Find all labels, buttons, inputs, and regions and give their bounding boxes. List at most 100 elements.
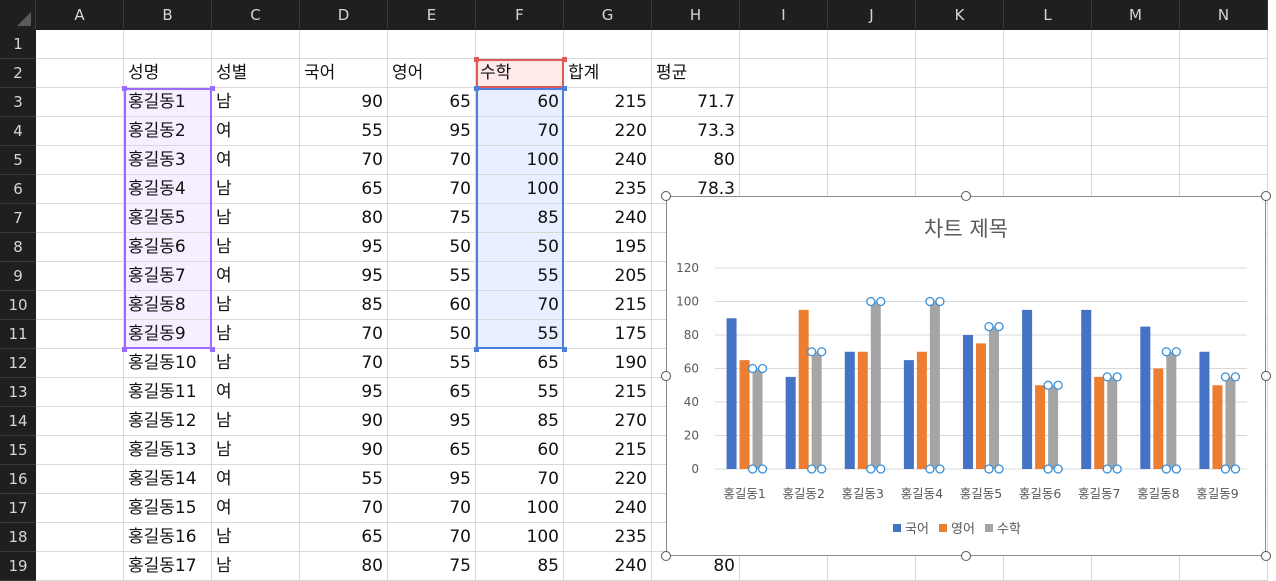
cell-f8[interactable]: 50 — [476, 233, 564, 262]
cell-g12[interactable]: 190 — [564, 349, 652, 378]
range-selection-names-handle-1[interactable] — [209, 85, 215, 91]
cell-b15[interactable]: 홍길동13 — [124, 436, 212, 465]
cell-e5[interactable]: 70 — [388, 146, 476, 175]
cell-c13[interactable]: 여 — [212, 378, 300, 407]
row-header-5[interactable]: 5 — [0, 146, 36, 175]
cell-e11[interactable]: 50 — [388, 320, 476, 349]
cell-e10[interactable]: 60 — [388, 291, 476, 320]
cell-k1[interactable] — [916, 30, 1004, 59]
cell-g8[interactable]: 195 — [564, 233, 652, 262]
cell-c12[interactable]: 남 — [212, 349, 300, 378]
column-header-g[interactable]: G — [564, 0, 652, 30]
column-header-k[interactable]: K — [916, 0, 1004, 30]
cell-d1[interactable] — [300, 30, 388, 59]
cell-f19[interactable]: 85 — [476, 552, 564, 581]
cell-f18[interactable]: 100 — [476, 523, 564, 552]
column-header-e[interactable]: E — [388, 0, 476, 30]
cell-d10[interactable]: 85 — [300, 291, 388, 320]
cell-c14[interactable]: 남 — [212, 407, 300, 436]
cell-l5[interactable] — [1004, 146, 1092, 175]
range-selection-values-handle-2[interactable] — [473, 346, 479, 352]
cell-d16[interactable]: 55 — [300, 465, 388, 494]
cell-f16[interactable]: 70 — [476, 465, 564, 494]
cell-g13[interactable]: 215 — [564, 378, 652, 407]
cell-b8[interactable]: 홍길동6 — [124, 233, 212, 262]
row-header-12[interactable]: 12 — [0, 349, 36, 378]
column-header-j[interactable]: J — [828, 0, 916, 30]
cell-b19[interactable]: 홍길동17 — [124, 552, 212, 581]
select-all-corner[interactable] — [0, 0, 36, 30]
range-selection-values-handle-3[interactable] — [561, 346, 567, 352]
cell-d13[interactable]: 95 — [300, 378, 388, 407]
cell-c2[interactable]: 성별 — [212, 59, 300, 88]
cell-f12[interactable]: 65 — [476, 349, 564, 378]
cell-m1[interactable] — [1092, 30, 1180, 59]
cell-j5[interactable] — [828, 146, 916, 175]
cell-g15[interactable]: 215 — [564, 436, 652, 465]
cell-d5[interactable]: 70 — [300, 146, 388, 175]
cell-b14[interactable]: 홍길동12 — [124, 407, 212, 436]
row-header-10[interactable]: 10 — [0, 291, 36, 320]
cell-g5[interactable]: 240 — [564, 146, 652, 175]
range-selection-names-handle-0[interactable] — [121, 85, 127, 91]
cell-a11[interactable] — [36, 320, 124, 349]
cell-f2[interactable]: 수학 — [476, 59, 564, 88]
cell-n1[interactable] — [1180, 30, 1268, 59]
cell-c9[interactable]: 여 — [212, 262, 300, 291]
cell-e4[interactable]: 95 — [388, 117, 476, 146]
cell-d14[interactable]: 90 — [300, 407, 388, 436]
cell-e17[interactable]: 70 — [388, 494, 476, 523]
cell-d7[interactable]: 80 — [300, 204, 388, 233]
cell-h3[interactable]: 71.7 — [652, 88, 740, 117]
cell-b16[interactable]: 홍길동14 — [124, 465, 212, 494]
column-header-c[interactable]: C — [212, 0, 300, 30]
chart-resize-handle-0[interactable] — [661, 191, 671, 201]
cell-j1[interactable] — [828, 30, 916, 59]
cell-b9[interactable]: 홍길동7 — [124, 262, 212, 291]
cell-b5[interactable]: 홍길동3 — [124, 146, 212, 175]
cell-f5[interactable]: 100 — [476, 146, 564, 175]
cell-f13[interactable]: 55 — [476, 378, 564, 407]
cell-a1[interactable] — [36, 30, 124, 59]
cell-i5[interactable] — [740, 146, 828, 175]
cell-l1[interactable] — [1004, 30, 1092, 59]
cell-e8[interactable]: 50 — [388, 233, 476, 262]
column-header-m[interactable]: M — [1092, 0, 1180, 30]
cell-f6[interactable]: 100 — [476, 175, 564, 204]
cell-g11[interactable]: 175 — [564, 320, 652, 349]
cell-f17[interactable]: 100 — [476, 494, 564, 523]
chart-resize-handle-2[interactable] — [1261, 191, 1271, 201]
cell-n5[interactable] — [1180, 146, 1268, 175]
cell-g2[interactable]: 합계 — [564, 59, 652, 88]
range-selection-values-handle-1[interactable] — [561, 85, 567, 91]
cell-k4[interactable] — [916, 117, 1004, 146]
cell-n3[interactable] — [1180, 88, 1268, 117]
cell-d17[interactable]: 70 — [300, 494, 388, 523]
cell-g10[interactable]: 215 — [564, 291, 652, 320]
cell-k3[interactable] — [916, 88, 1004, 117]
column-header-a[interactable]: A — [36, 0, 124, 30]
cell-c1[interactable] — [212, 30, 300, 59]
cell-a10[interactable] — [36, 291, 124, 320]
cell-b4[interactable]: 홍길동2 — [124, 117, 212, 146]
row-header-1[interactable]: 1 — [0, 30, 36, 59]
cell-d9[interactable]: 95 — [300, 262, 388, 291]
cell-a13[interactable] — [36, 378, 124, 407]
cell-e7[interactable]: 75 — [388, 204, 476, 233]
cell-k2[interactable] — [916, 59, 1004, 88]
cell-g14[interactable]: 270 — [564, 407, 652, 436]
cell-f1[interactable] — [476, 30, 564, 59]
cell-g3[interactable]: 215 — [564, 88, 652, 117]
cell-f10[interactable]: 70 — [476, 291, 564, 320]
cell-j3[interactable] — [828, 88, 916, 117]
cell-c4[interactable]: 여 — [212, 117, 300, 146]
cell-a19[interactable] — [36, 552, 124, 581]
cell-c11[interactable]: 남 — [212, 320, 300, 349]
row-header-3[interactable]: 3 — [0, 88, 36, 117]
column-header-n[interactable]: N — [1180, 0, 1268, 30]
column-header-l[interactable]: L — [1004, 0, 1092, 30]
cell-f9[interactable]: 55 — [476, 262, 564, 291]
cell-a18[interactable] — [36, 523, 124, 552]
cell-g1[interactable] — [564, 30, 652, 59]
row-header-18[interactable]: 18 — [0, 523, 36, 552]
